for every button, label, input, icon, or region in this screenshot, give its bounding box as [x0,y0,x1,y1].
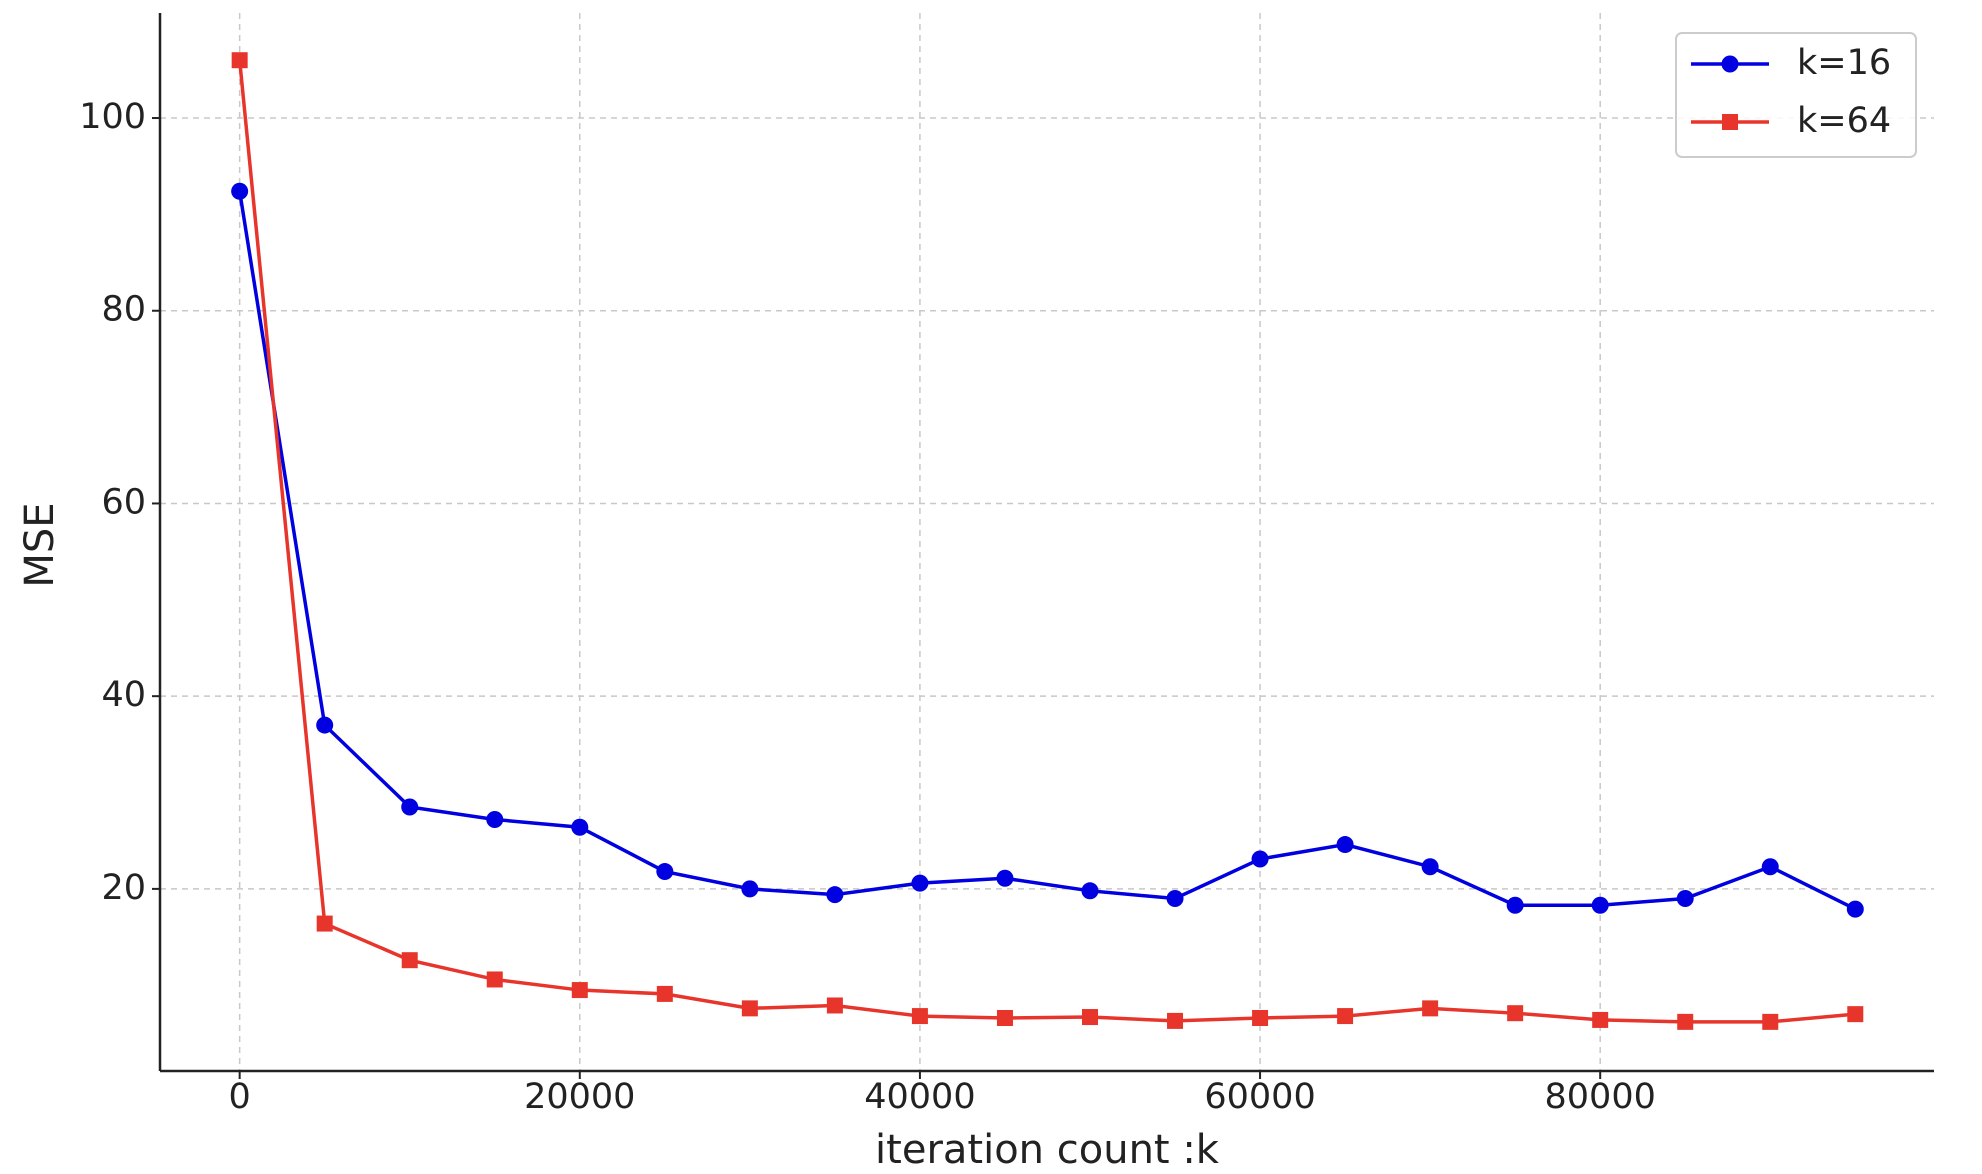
marker [1166,890,1184,908]
x-tick-label: 20000 [524,1077,635,1117]
marker [231,52,248,69]
y-axis-label: MSE [17,502,63,587]
marker [656,863,674,881]
x-tick-label: 0 [229,1077,251,1117]
marker [486,971,503,988]
marker [656,985,673,1002]
marker [741,1000,758,1017]
y-tick-label: 20 [101,868,146,908]
marker [1761,858,1779,876]
marker [1591,896,1609,914]
marker [1167,1012,1184,1029]
marker [826,886,844,904]
marker [316,915,333,932]
marker [231,182,249,200]
marker [1421,858,1439,876]
marker [1507,1005,1524,1022]
marker [486,811,504,829]
marker [316,716,334,734]
marker [401,798,419,816]
marker [1337,1008,1354,1025]
marker [1506,896,1524,914]
series-line [237,60,1856,1024]
marker [741,880,759,898]
marker [826,997,843,1014]
marker [1252,1010,1269,1027]
marker [1422,1000,1439,1017]
marker [1081,1009,1098,1026]
marker [1677,1013,1694,1030]
x-tick-label: 60000 [1204,1077,1315,1117]
series-line [237,190,1857,911]
marker [1676,890,1694,908]
marker [571,818,589,836]
x-tick-label: 40000 [864,1077,975,1117]
marker [1251,850,1269,868]
legend: k=16 k=64 [1675,32,1917,158]
y-tick-label: 80 [101,290,146,330]
x-axis-label: iteration count :k [875,1127,1220,1173]
marker [1722,114,1738,130]
marker [996,869,1014,887]
marker [1846,900,1864,918]
y-tick-label: 60 [101,482,146,522]
marker [911,1008,928,1025]
legend-label: k=64 [1797,101,1891,141]
y-tick-label: 100 [79,97,146,137]
marker [1336,836,1354,854]
marker [996,1010,1013,1027]
marker [911,874,929,892]
marker [1592,1011,1609,1028]
x-tick-label: 80000 [1545,1077,1656,1117]
marker [1721,55,1739,73]
marker [1847,1006,1864,1023]
marker [1762,1013,1779,1030]
marker [401,952,418,969]
legend-label: k=16 [1797,43,1891,83]
marker [1081,882,1099,900]
y-tick-label: 40 [101,675,146,715]
marker [571,982,588,999]
